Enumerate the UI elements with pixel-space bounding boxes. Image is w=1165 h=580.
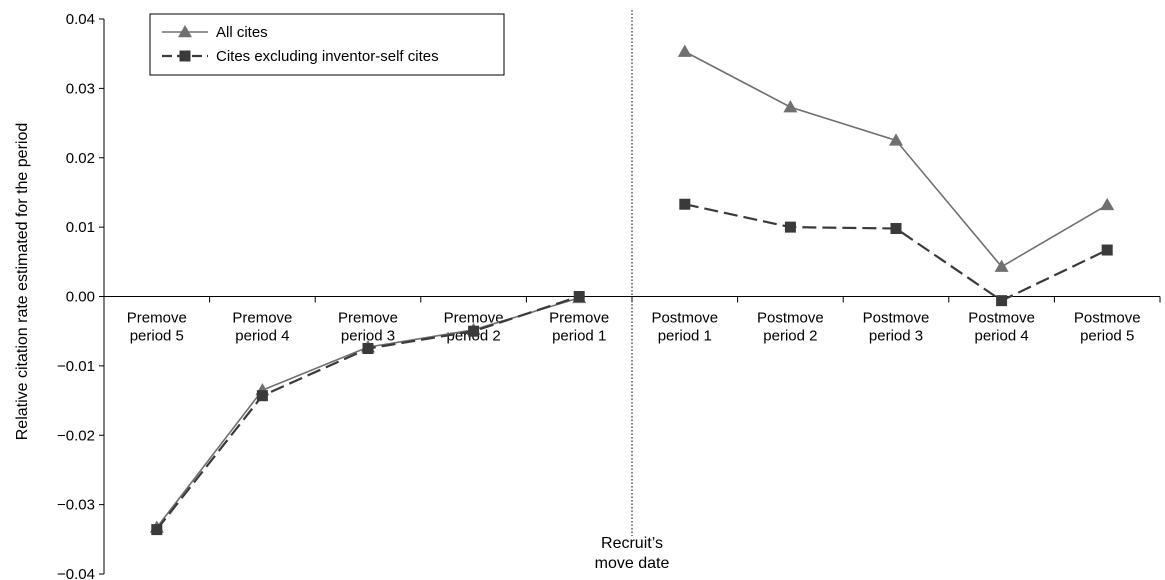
series-1 bbox=[149, 44, 1115, 533]
y-tick-label: 0.02 bbox=[66, 150, 95, 167]
triangle-marker bbox=[677, 44, 692, 57]
y-tick-label: 0.04 bbox=[66, 11, 95, 28]
y-tick-label: 0.00 bbox=[66, 289, 95, 306]
triangle-marker bbox=[1100, 197, 1115, 211]
series-layer bbox=[149, 44, 1115, 536]
y-tick-label: −0.01 bbox=[57, 358, 95, 375]
x-category-label-line: Premove bbox=[338, 310, 398, 327]
x-category-label-line: period 1 bbox=[552, 328, 606, 345]
annotation-layer: Recruit’s move date bbox=[595, 10, 670, 572]
x-category-label-line: period 3 bbox=[869, 328, 923, 345]
square-marker bbox=[784, 221, 796, 233]
x-category-label-line: Premove bbox=[232, 310, 292, 327]
x-category-label: Postmove period 2 bbox=[757, 310, 824, 345]
x-category-label-line: period 1 bbox=[658, 328, 712, 345]
x-category-label: Postmove period 1 bbox=[651, 310, 718, 345]
legend-label: All cites bbox=[216, 24, 268, 41]
x-category-label-line: Postmove bbox=[968, 310, 1035, 327]
x-category-label-line: Premove bbox=[549, 310, 609, 327]
x-category-label-line: Premove bbox=[444, 310, 504, 327]
x-category-label-line: period 3 bbox=[341, 328, 395, 345]
square-marker bbox=[362, 343, 374, 355]
y-tick-label: −0.02 bbox=[57, 427, 95, 444]
x-category-label-line: Premove bbox=[127, 310, 187, 327]
y-tick-label: 0.03 bbox=[66, 80, 95, 97]
x-category-label-line: period 5 bbox=[1080, 328, 1134, 345]
y-tick-label: 0.01 bbox=[66, 219, 95, 236]
legend: All cites Cites excluding inventor-self c… bbox=[149, 13, 505, 76]
square-marker bbox=[151, 524, 163, 536]
x-category-label: Postmove period 4 bbox=[968, 310, 1035, 345]
legend-swatch-marker bbox=[179, 50, 191, 62]
y-tick-label: −0.03 bbox=[57, 497, 95, 514]
legend-label: Cites excluding inventor-self cites bbox=[216, 48, 439, 65]
axes-layer: 0.04 0.03 0.02 0.01 0.00 −0.01 −0.02 −0.03 −0.04… bbox=[14, 11, 1161, 580]
series-line bbox=[684, 203, 1108, 302]
y-axis-title: Relative citation rate estimated for the… bbox=[14, 123, 31, 441]
x-category-label-line: period 2 bbox=[763, 328, 817, 345]
x-category-label: Postmove period 5 bbox=[1074, 310, 1141, 345]
square-marker bbox=[468, 325, 480, 337]
x-category-label-line: period 5 bbox=[130, 328, 184, 345]
triangle-marker bbox=[783, 100, 798, 113]
square-marker bbox=[679, 198, 691, 210]
move-date-annotation: Recruit’s move date bbox=[595, 535, 670, 572]
square-marker bbox=[256, 390, 268, 402]
x-category-label-line: period 4 bbox=[235, 328, 289, 345]
x-category-label-line: Postmove bbox=[863, 310, 930, 327]
annotation-line: move date bbox=[595, 555, 670, 572]
square-marker bbox=[890, 223, 902, 235]
triangle-marker bbox=[889, 133, 903, 146]
x-category-label: Premove period 3 bbox=[338, 310, 398, 345]
legend-box bbox=[149, 13, 505, 76]
x-category-label-line: Postmove bbox=[1074, 310, 1141, 327]
square-marker bbox=[1101, 244, 1113, 256]
legend-swatch-marker bbox=[178, 25, 192, 38]
annotation-line: Recruit’s bbox=[601, 535, 663, 552]
x-category-label-line: Postmove bbox=[651, 310, 718, 327]
x-category-label: Postmove period 3 bbox=[863, 310, 930, 345]
series-2 bbox=[151, 198, 1113, 536]
x-category-label: Premove period 1 bbox=[549, 310, 609, 345]
x-category-label-line: period 4 bbox=[974, 328, 1028, 345]
triangle-marker bbox=[994, 259, 1009, 272]
x-category-label-line: Postmove bbox=[757, 310, 824, 327]
y-tick-label: −0.04 bbox=[57, 566, 95, 580]
x-category-label: Premove period 4 bbox=[232, 310, 292, 345]
series-line bbox=[684, 50, 1108, 268]
x-category-label: Premove period 5 bbox=[127, 310, 187, 345]
square-marker bbox=[996, 295, 1008, 307]
square-marker bbox=[573, 291, 585, 302]
